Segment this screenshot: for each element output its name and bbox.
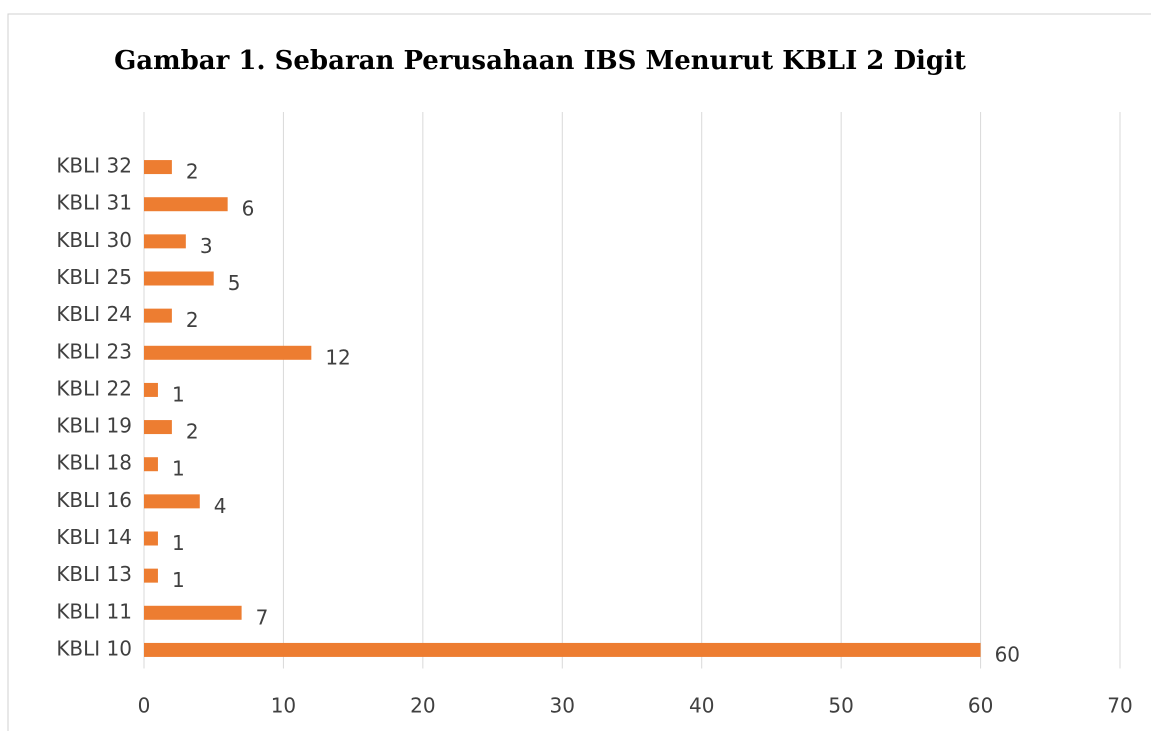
- y-tick-label: KBLI 10: [56, 636, 132, 660]
- x-tick-label: 40: [689, 694, 714, 718]
- y-tick-label: KBLI 32: [56, 154, 132, 178]
- x-tick-label: 10: [271, 694, 296, 718]
- y-tick-label: KBLI 23: [56, 339, 132, 363]
- value-label: 7: [256, 605, 269, 629]
- bar: [144, 382, 158, 397]
- x-tick-label: 70: [1107, 694, 1132, 718]
- y-tick-label: KBLI 18: [56, 451, 132, 475]
- bar: [144, 457, 158, 472]
- bar: [144, 642, 981, 657]
- x-tick-label: 60: [968, 694, 993, 718]
- value-label: 5: [228, 271, 241, 295]
- x-tick-label: 30: [550, 694, 575, 718]
- bar: [144, 271, 214, 286]
- x-tick-label: 20: [410, 694, 435, 718]
- bar: [144, 568, 158, 583]
- bar: [144, 308, 172, 323]
- bar: [144, 345, 312, 360]
- value-label: 12: [325, 345, 350, 369]
- y-tick-label: KBLI 22: [56, 376, 132, 400]
- bar: [144, 494, 200, 509]
- value-label: 3: [200, 234, 213, 258]
- y-tick-label: KBLI 25: [56, 265, 132, 289]
- value-label: 1: [172, 457, 185, 481]
- y-tick-label: KBLI 19: [56, 414, 132, 438]
- value-label: 1: [172, 382, 185, 406]
- bar: [144, 160, 172, 175]
- bar: [144, 234, 186, 249]
- bar: [144, 605, 242, 620]
- y-tick-label: KBLI 16: [56, 488, 132, 512]
- y-tick-label: KBLI 24: [56, 302, 132, 326]
- chart-title: Gambar 1. Sebaran Perusahaan IBS Menurut…: [114, 46, 966, 76]
- value-label: 2: [186, 308, 199, 332]
- value-label: 60: [995, 642, 1020, 666]
- value-label: 1: [172, 568, 185, 592]
- value-label: 2: [186, 160, 199, 184]
- value-label: 2: [186, 420, 199, 444]
- bar: [144, 531, 158, 546]
- y-tick-label: KBLI 13: [56, 562, 132, 586]
- bar: [144, 420, 172, 435]
- chart-border: [7, 13, 1151, 731]
- bar: [144, 197, 228, 212]
- y-tick-label: KBLI 14: [56, 525, 132, 549]
- value-label: 1: [172, 531, 185, 555]
- y-tick-label: KBLI 30: [56, 228, 132, 252]
- y-tick-label: KBLI 31: [56, 191, 132, 215]
- y-tick-label: KBLI 11: [56, 599, 132, 623]
- value-label: 6: [242, 197, 255, 221]
- value-label: 4: [214, 494, 227, 518]
- x-tick-label: 50: [828, 694, 853, 718]
- x-tick-label: 0: [138, 694, 151, 718]
